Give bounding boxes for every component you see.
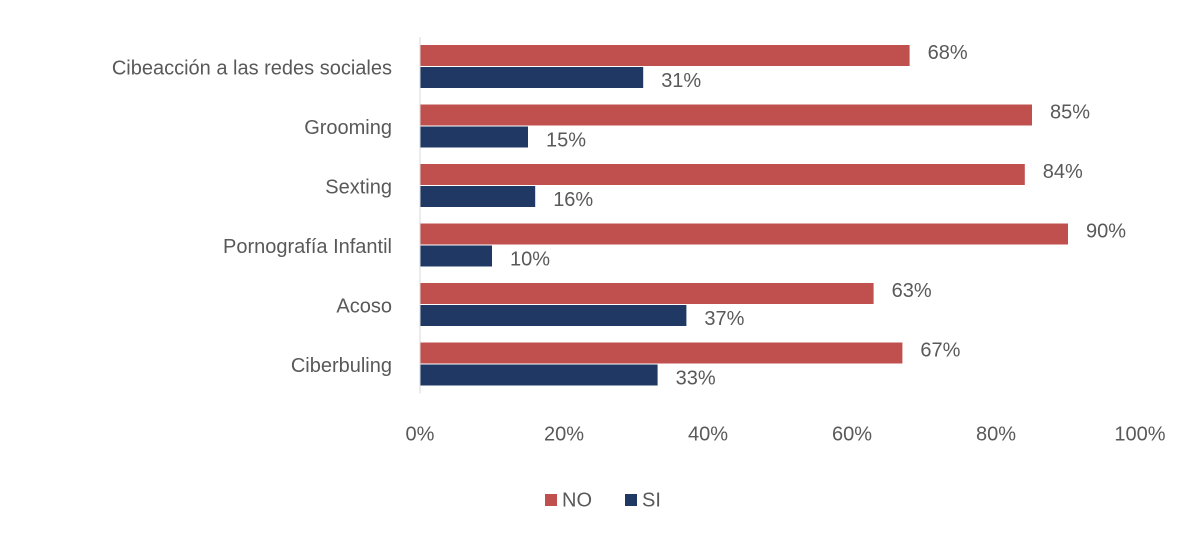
- category-label: Pornografía Infantil: [223, 236, 392, 258]
- category-label: Acoso: [336, 295, 392, 317]
- bar-no: [420, 164, 1025, 185]
- bar-no: [420, 283, 874, 304]
- bar-no: [420, 342, 903, 364]
- data-label-no: 84%: [1043, 161, 1083, 183]
- bar-no: [420, 223, 1068, 245]
- data-label-si: 10%: [510, 248, 550, 270]
- bar-no: [420, 45, 910, 66]
- bar-no: [420, 104, 1032, 126]
- category-label: Cibeacción a las redes sociales: [112, 57, 392, 79]
- legend-swatch-si: [625, 494, 637, 506]
- x-tick-label: 0%: [406, 423, 435, 445]
- data-label-si: 37%: [704, 308, 744, 330]
- bar-si: [420, 245, 492, 267]
- data-label-no: 63%: [892, 280, 932, 302]
- category-label: Grooming: [304, 117, 392, 139]
- bar-si: [420, 364, 658, 386]
- x-tick-label: 20%: [544, 423, 584, 445]
- legend-swatch-no: [545, 494, 557, 506]
- axis-layer: 0% 20% 40% 60% 80% 100%: [406, 37, 1166, 445]
- data-label-si: 15%: [546, 129, 586, 151]
- category-label: Sexting: [325, 176, 392, 198]
- data-label-si: 16%: [553, 189, 593, 211]
- data-label-no: 67%: [920, 339, 960, 361]
- x-tick-label: 40%: [688, 423, 728, 445]
- bar-si: [420, 305, 687, 326]
- data-label-no: 68%: [928, 42, 968, 64]
- data-label-si: 33%: [676, 367, 716, 389]
- bar-si: [420, 186, 536, 207]
- bar-si: [420, 126, 528, 148]
- legend-label-no: NO: [562, 489, 592, 511]
- legend-label-si: SI: [642, 489, 661, 511]
- bars-layer: [420, 45, 1068, 386]
- x-tick-label: 100%: [1114, 423, 1165, 445]
- labels-layer: Cibeacción a las redes sociales 68% 31% Gro…: [112, 42, 1126, 390]
- data-label-no: 85%: [1050, 101, 1090, 123]
- x-tick-label: 80%: [976, 423, 1016, 445]
- bar-si: [420, 67, 644, 88]
- data-label-si: 31%: [661, 70, 701, 92]
- x-tick-label: 60%: [832, 423, 872, 445]
- legend: NO SI: [545, 489, 661, 511]
- category-label: Ciberbuling: [291, 355, 392, 377]
- data-label-no: 90%: [1086, 220, 1126, 242]
